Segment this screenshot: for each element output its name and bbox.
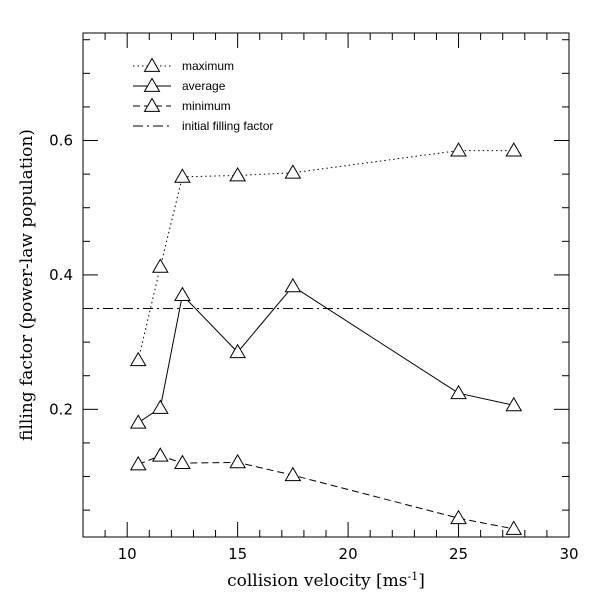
point-maximum [505, 142, 523, 157]
point-maximum [450, 142, 467, 157]
series-line-maximum [137, 150, 514, 361]
point-minimum [505, 520, 523, 535]
point-average [284, 277, 302, 293]
legend-label-initial-filling-factor: initial filling factor [182, 119, 273, 133]
point-average [450, 384, 467, 400]
legend-label-minimum: minimum [182, 99, 231, 113]
x-tick-label: 25 [449, 545, 468, 563]
point-maximum [229, 166, 247, 182]
point-average [505, 396, 523, 412]
legend: maximum average minimum initial filling fac… [133, 57, 273, 133]
point-maximum [129, 351, 147, 367]
series-line-average [137, 285, 514, 424]
series-markers [129, 142, 523, 535]
point-minimum [129, 455, 147, 471]
point-minimum [174, 454, 191, 469]
point-maximum [284, 164, 302, 179]
x-tick-label: 15 [228, 545, 247, 563]
legend-marker-average [143, 77, 161, 92]
point-minimum [151, 447, 169, 462]
series-lines [83, 150, 569, 530]
axis-tick-labels: 10 15 20 25 30 0.2 0.4 0.6 [49, 132, 578, 563]
y-axis-label: filling factor (power-law population) [17, 129, 37, 441]
point-maximum [151, 258, 169, 273]
point-minimum [284, 466, 302, 482]
point-average [151, 399, 169, 414]
x-tick-label: 10 [118, 545, 137, 563]
legend-label-maximum: maximum [182, 59, 234, 73]
y-tick-label: 0.6 [49, 132, 73, 150]
x-tick-label: 20 [339, 545, 358, 563]
point-minimum [229, 453, 247, 469]
point-maximum [174, 168, 191, 183]
point-average [229, 343, 247, 359]
y-tick-label: 0.4 [49, 266, 73, 284]
legend-label-average: average [182, 79, 226, 93]
point-average [174, 286, 191, 301]
x-axis-label: collision velocity [ms-1] [227, 570, 425, 591]
x-tick-label: 30 [559, 545, 578, 563]
point-average [129, 414, 147, 429]
point-minimum [450, 509, 467, 525]
legend-marker-maximum [143, 57, 161, 72]
y-tick-label: 0.2 [49, 400, 73, 418]
legend-marker-minimum [143, 97, 161, 112]
